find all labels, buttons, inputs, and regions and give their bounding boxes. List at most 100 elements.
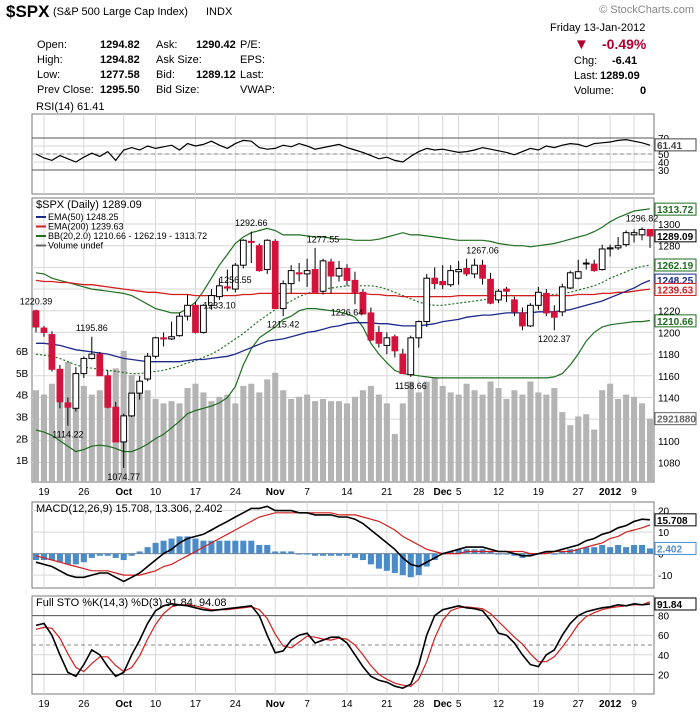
candle-body xyxy=(519,312,526,327)
volume-bar xyxy=(184,388,191,482)
candle-body xyxy=(279,283,287,310)
volume-bar xyxy=(471,390,478,482)
price-xlabel-10: 28 xyxy=(413,487,425,498)
macd-hist-bar xyxy=(224,540,231,554)
volume-bar xyxy=(607,383,614,482)
macd-hist-bar xyxy=(128,553,135,556)
macd-hist-value: 2.402 xyxy=(657,544,682,555)
bb-lower-value-box xyxy=(654,314,697,328)
macd-hist-bar xyxy=(623,547,630,554)
macd-hist-bar xyxy=(208,540,215,554)
rsi-last-value-box xyxy=(654,138,697,152)
vwap-label: VWAP: xyxy=(240,84,276,96)
volume-value: 0 xyxy=(640,85,647,97)
macd-hist-bar xyxy=(112,553,119,558)
macd-hist-bar xyxy=(335,553,343,556)
volume-bar xyxy=(80,385,87,482)
volume-bar xyxy=(224,394,231,482)
macd-hist-bar xyxy=(288,551,295,554)
bb-lower-value: 1210.66 xyxy=(657,317,694,328)
candle-body xyxy=(208,295,215,306)
macd-hist-bar xyxy=(599,545,606,554)
volume-bar xyxy=(423,381,430,482)
volume-bar xyxy=(503,398,510,482)
candle-body xyxy=(72,373,80,409)
macd-hist-bar xyxy=(216,540,223,554)
price-tick-7: 1220 xyxy=(658,307,681,318)
macd-hist-bar xyxy=(375,553,382,569)
sto-k-line xyxy=(35,602,651,689)
volume-bar xyxy=(407,381,414,482)
candle-body xyxy=(295,272,303,275)
rsi-title: RSI(14) 61.41 xyxy=(36,101,104,113)
macd-hist-bar xyxy=(136,551,143,554)
macd-hist-bar xyxy=(328,553,335,556)
volume-bar xyxy=(288,398,295,482)
sto-xlabel-3: 10 xyxy=(150,699,162,710)
candle-body xyxy=(527,304,534,327)
candle-body xyxy=(598,248,606,271)
candle-body xyxy=(391,336,399,352)
sto-xlabel-12: 5 xyxy=(456,699,462,710)
macd-hist-bar xyxy=(48,553,55,561)
candle-body xyxy=(367,312,375,341)
macd-hist-bar xyxy=(232,540,239,554)
volume-bar xyxy=(583,414,590,482)
volume-bar xyxy=(256,392,263,482)
volume-bar xyxy=(639,403,646,482)
sto-xlabel-14: 19 xyxy=(533,699,545,710)
macd-hist-bar xyxy=(96,553,103,556)
candle-body xyxy=(271,240,279,310)
macd-hist-bar xyxy=(280,551,287,554)
volume-bar xyxy=(48,383,55,482)
pe-label: P/E: xyxy=(240,39,261,51)
macd-hist-bar xyxy=(88,553,95,558)
bid-value: 1289.12 xyxy=(196,69,236,81)
volume-bar xyxy=(296,396,303,482)
price-title: $SPX (Daily) 1289.09 xyxy=(36,199,142,211)
price-annotation-5: 1256.55 xyxy=(219,275,252,285)
macd-hist-bar xyxy=(120,553,127,561)
candle-body xyxy=(263,239,271,271)
macd-hist-bar xyxy=(423,553,430,567)
price-xlabel-15: 27 xyxy=(573,487,585,498)
legend-entry-0: EMA(50) 1248.25 xyxy=(48,212,119,222)
candle-body xyxy=(399,353,407,375)
price-annotation-7: 1215.42 xyxy=(267,320,300,330)
volume-bar xyxy=(623,394,630,482)
symbol-title: $SPX xyxy=(6,2,50,21)
bidsize-label: Bid Size: xyxy=(156,84,200,96)
candle-body xyxy=(431,277,439,285)
price-xlabel-3: 10 xyxy=(150,487,162,498)
rsi-line xyxy=(35,138,651,163)
volume-bar xyxy=(615,398,622,482)
volume-bar xyxy=(152,398,159,482)
ask-label: Ask: xyxy=(156,39,178,51)
volume-bar xyxy=(447,392,454,482)
volume-bar xyxy=(391,433,398,482)
volume-bar xyxy=(312,401,319,482)
candle-body xyxy=(136,380,144,394)
candle-body xyxy=(439,280,447,286)
candle-body xyxy=(184,304,191,317)
sto-xlabel-11: Dec xyxy=(433,699,452,710)
volume-tick-3: 3B xyxy=(16,412,29,423)
macd-hist-bar xyxy=(144,547,151,554)
candle-body xyxy=(630,232,638,236)
last2-label: Last: xyxy=(574,70,598,82)
macd-hist-bar xyxy=(152,542,159,554)
volume-bar xyxy=(367,385,374,482)
volume-bar xyxy=(136,385,143,482)
volume-bar xyxy=(439,385,446,482)
macd-hist-bar xyxy=(343,553,351,556)
rsi-tick-4: 30 xyxy=(658,166,670,177)
macd-hist-bar xyxy=(296,553,303,555)
bb-upper-line xyxy=(35,208,651,314)
brand-label: © StockCharts.com xyxy=(599,4,694,16)
candle-body xyxy=(359,291,367,315)
candle-body xyxy=(582,262,590,265)
candle-body xyxy=(216,285,223,298)
price-xlabel-9: 21 xyxy=(381,487,393,498)
candle-body xyxy=(558,286,566,313)
